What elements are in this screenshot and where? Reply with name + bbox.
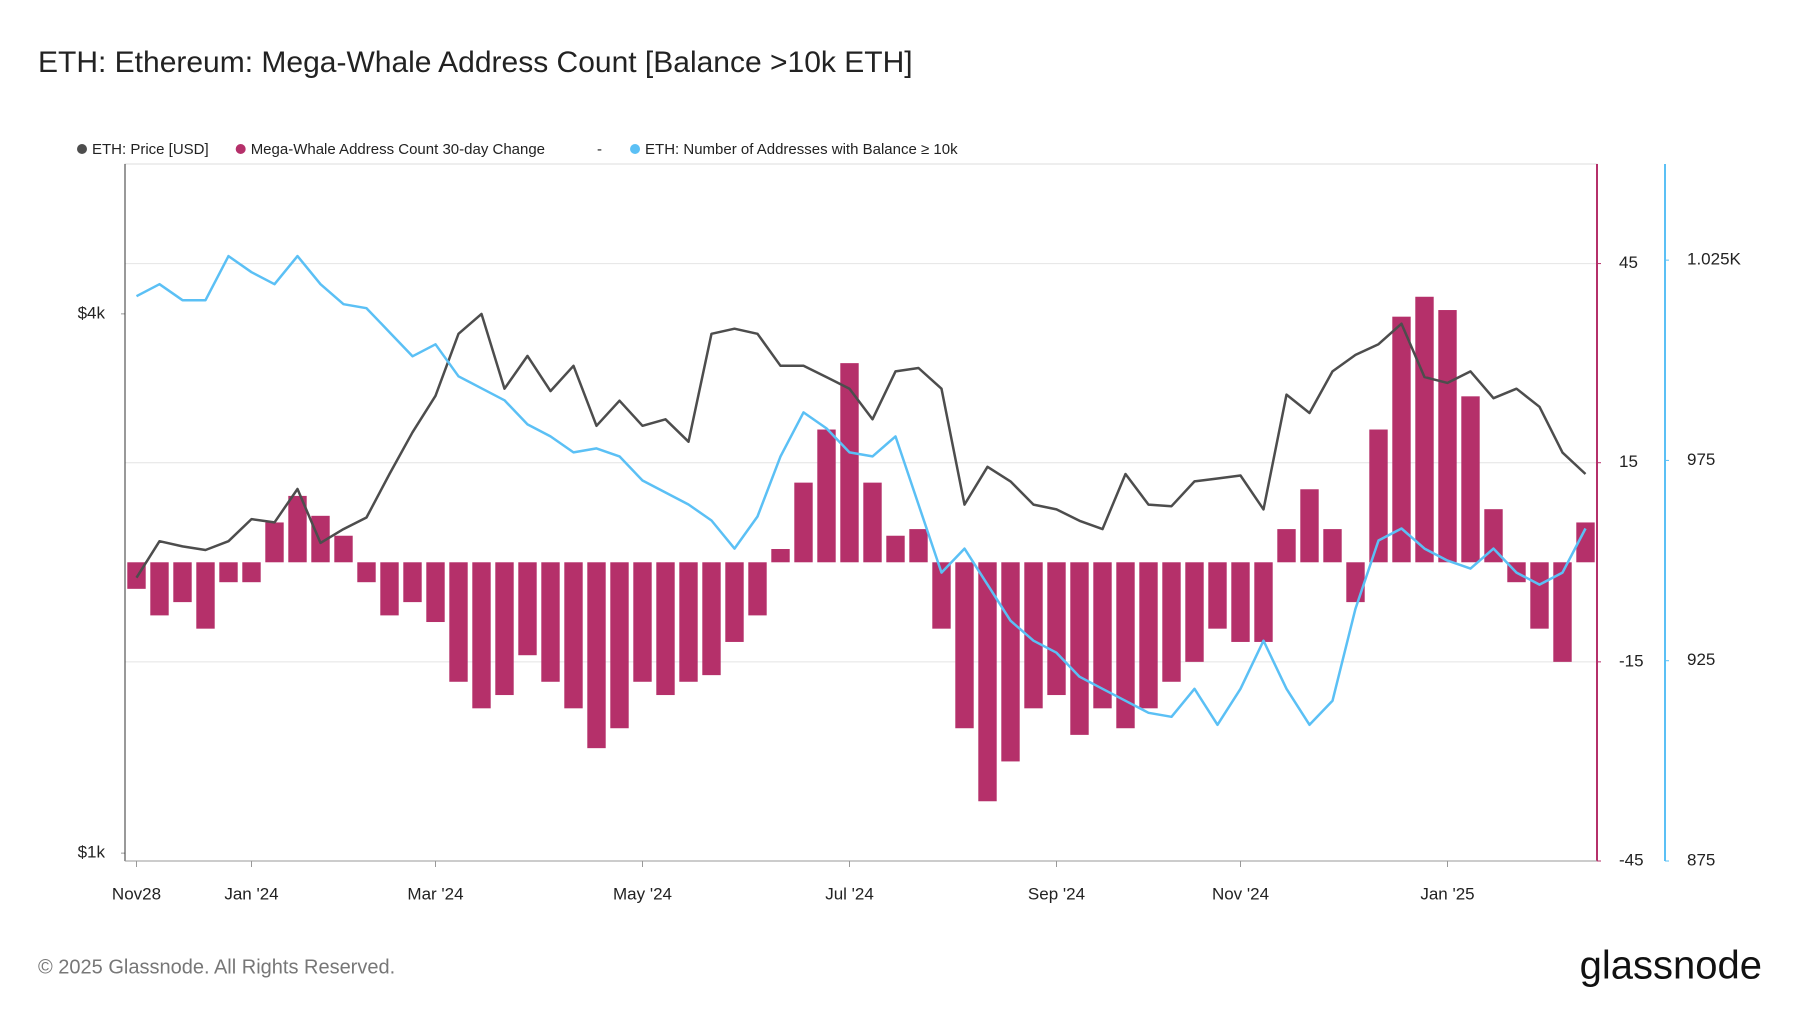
y-tick-label: $4k: [78, 303, 106, 322]
y3-tick-label: 1.025K: [1687, 250, 1742, 269]
y2-tick-label: 15: [1619, 452, 1638, 471]
bar: [656, 562, 675, 696]
line: [135, 254, 1587, 727]
bar: [909, 529, 928, 563]
bar: [748, 562, 767, 616]
bar: [587, 562, 606, 749]
x-tick-label: Jul '24: [825, 884, 874, 903]
bar: [426, 562, 445, 623]
bar: [288, 495, 307, 563]
bar: [1162, 562, 1181, 682]
bar: [196, 562, 215, 629]
x-tick-label: Sep '24: [1028, 884, 1085, 903]
bar: [725, 562, 744, 642]
bar: [311, 515, 330, 563]
bar: [1277, 529, 1296, 563]
bar: [334, 535, 353, 563]
copyright: © 2025 Glassnode. All Rights Reserved.: [38, 956, 395, 978]
y-tick-label: $1k: [78, 843, 106, 862]
bar: [886, 535, 905, 563]
bar: [472, 562, 491, 709]
legend-marker: [235, 144, 246, 154]
bar: [771, 549, 790, 563]
bar: [1300, 489, 1319, 563]
legend-marker: [630, 144, 641, 154]
bar: [1047, 562, 1066, 696]
bar: [863, 482, 882, 563]
bar: [955, 562, 974, 729]
bar: [794, 482, 813, 563]
bar: [1484, 509, 1503, 563]
bar: [1024, 562, 1043, 709]
bar: [518, 562, 537, 656]
bar: [380, 562, 399, 616]
bar: [1139, 562, 1158, 709]
bar: [1461, 396, 1480, 563]
bar: [633, 562, 652, 682]
bar: [403, 562, 422, 603]
chart-title: ETH: Ethereum: Mega-Whale Address Count …: [38, 46, 913, 79]
y3-tick-label: 975: [1687, 450, 1715, 469]
logo: glassnode: [1580, 944, 1762, 988]
x-tick-label: May '24: [613, 884, 672, 903]
bar: [1415, 296, 1434, 563]
bar: [150, 562, 169, 616]
y2-tick-label: -15: [1619, 651, 1644, 670]
x-tick-label: Jan '25: [1420, 884, 1474, 903]
bar: [702, 562, 721, 676]
x-tick-label: Nov28: [112, 884, 161, 903]
bar: [1553, 562, 1572, 662]
bar: [817, 429, 836, 563]
bar: [1346, 562, 1365, 603]
y3-tick-label: 875: [1687, 850, 1715, 869]
bar: [1231, 562, 1250, 642]
bar: [1208, 562, 1227, 629]
bar: [219, 562, 238, 583]
bar: [357, 562, 376, 583]
legend-marker: [77, 144, 87, 154]
legend-label: ETH: Number of Addresses with Balance ≥ …: [645, 141, 958, 158]
bar: [495, 562, 514, 696]
bar: [610, 562, 629, 729]
legend-label: Mega-Whale Address Count 30-day Change: [251, 141, 545, 158]
bar: [1093, 562, 1112, 709]
bar: [1369, 429, 1388, 563]
bar: [1070, 562, 1089, 735]
x-tick-label: Jan '24: [224, 884, 278, 903]
bar: [840, 363, 859, 563]
legend-note: -: [597, 141, 602, 158]
bar: [1323, 529, 1342, 563]
bar: [1001, 562, 1020, 762]
y3-tick-label: 925: [1687, 650, 1715, 669]
bar: [173, 562, 192, 603]
y2-tick-label: 45: [1619, 253, 1638, 272]
bar: [1254, 562, 1273, 642]
bar: [541, 562, 560, 682]
line: [135, 312, 1587, 579]
bar: [449, 562, 468, 682]
bar: [564, 562, 583, 709]
bar: [1576, 522, 1595, 563]
x-tick-label: Mar '24: [407, 884, 463, 903]
legend-label: ETH: Price [USD]: [92, 141, 209, 158]
bar: [242, 562, 261, 583]
y2-tick-label: -45: [1619, 850, 1644, 869]
x-tick-label: Nov '24: [1212, 884, 1269, 903]
bar: [1116, 562, 1135, 729]
bar: [1185, 562, 1204, 662]
bar: [265, 522, 284, 563]
bar: [679, 562, 698, 682]
bar: [1530, 562, 1549, 629]
bar: [932, 562, 951, 629]
bar: [978, 562, 997, 802]
bar: [1438, 310, 1457, 563]
bar: [1392, 316, 1411, 563]
